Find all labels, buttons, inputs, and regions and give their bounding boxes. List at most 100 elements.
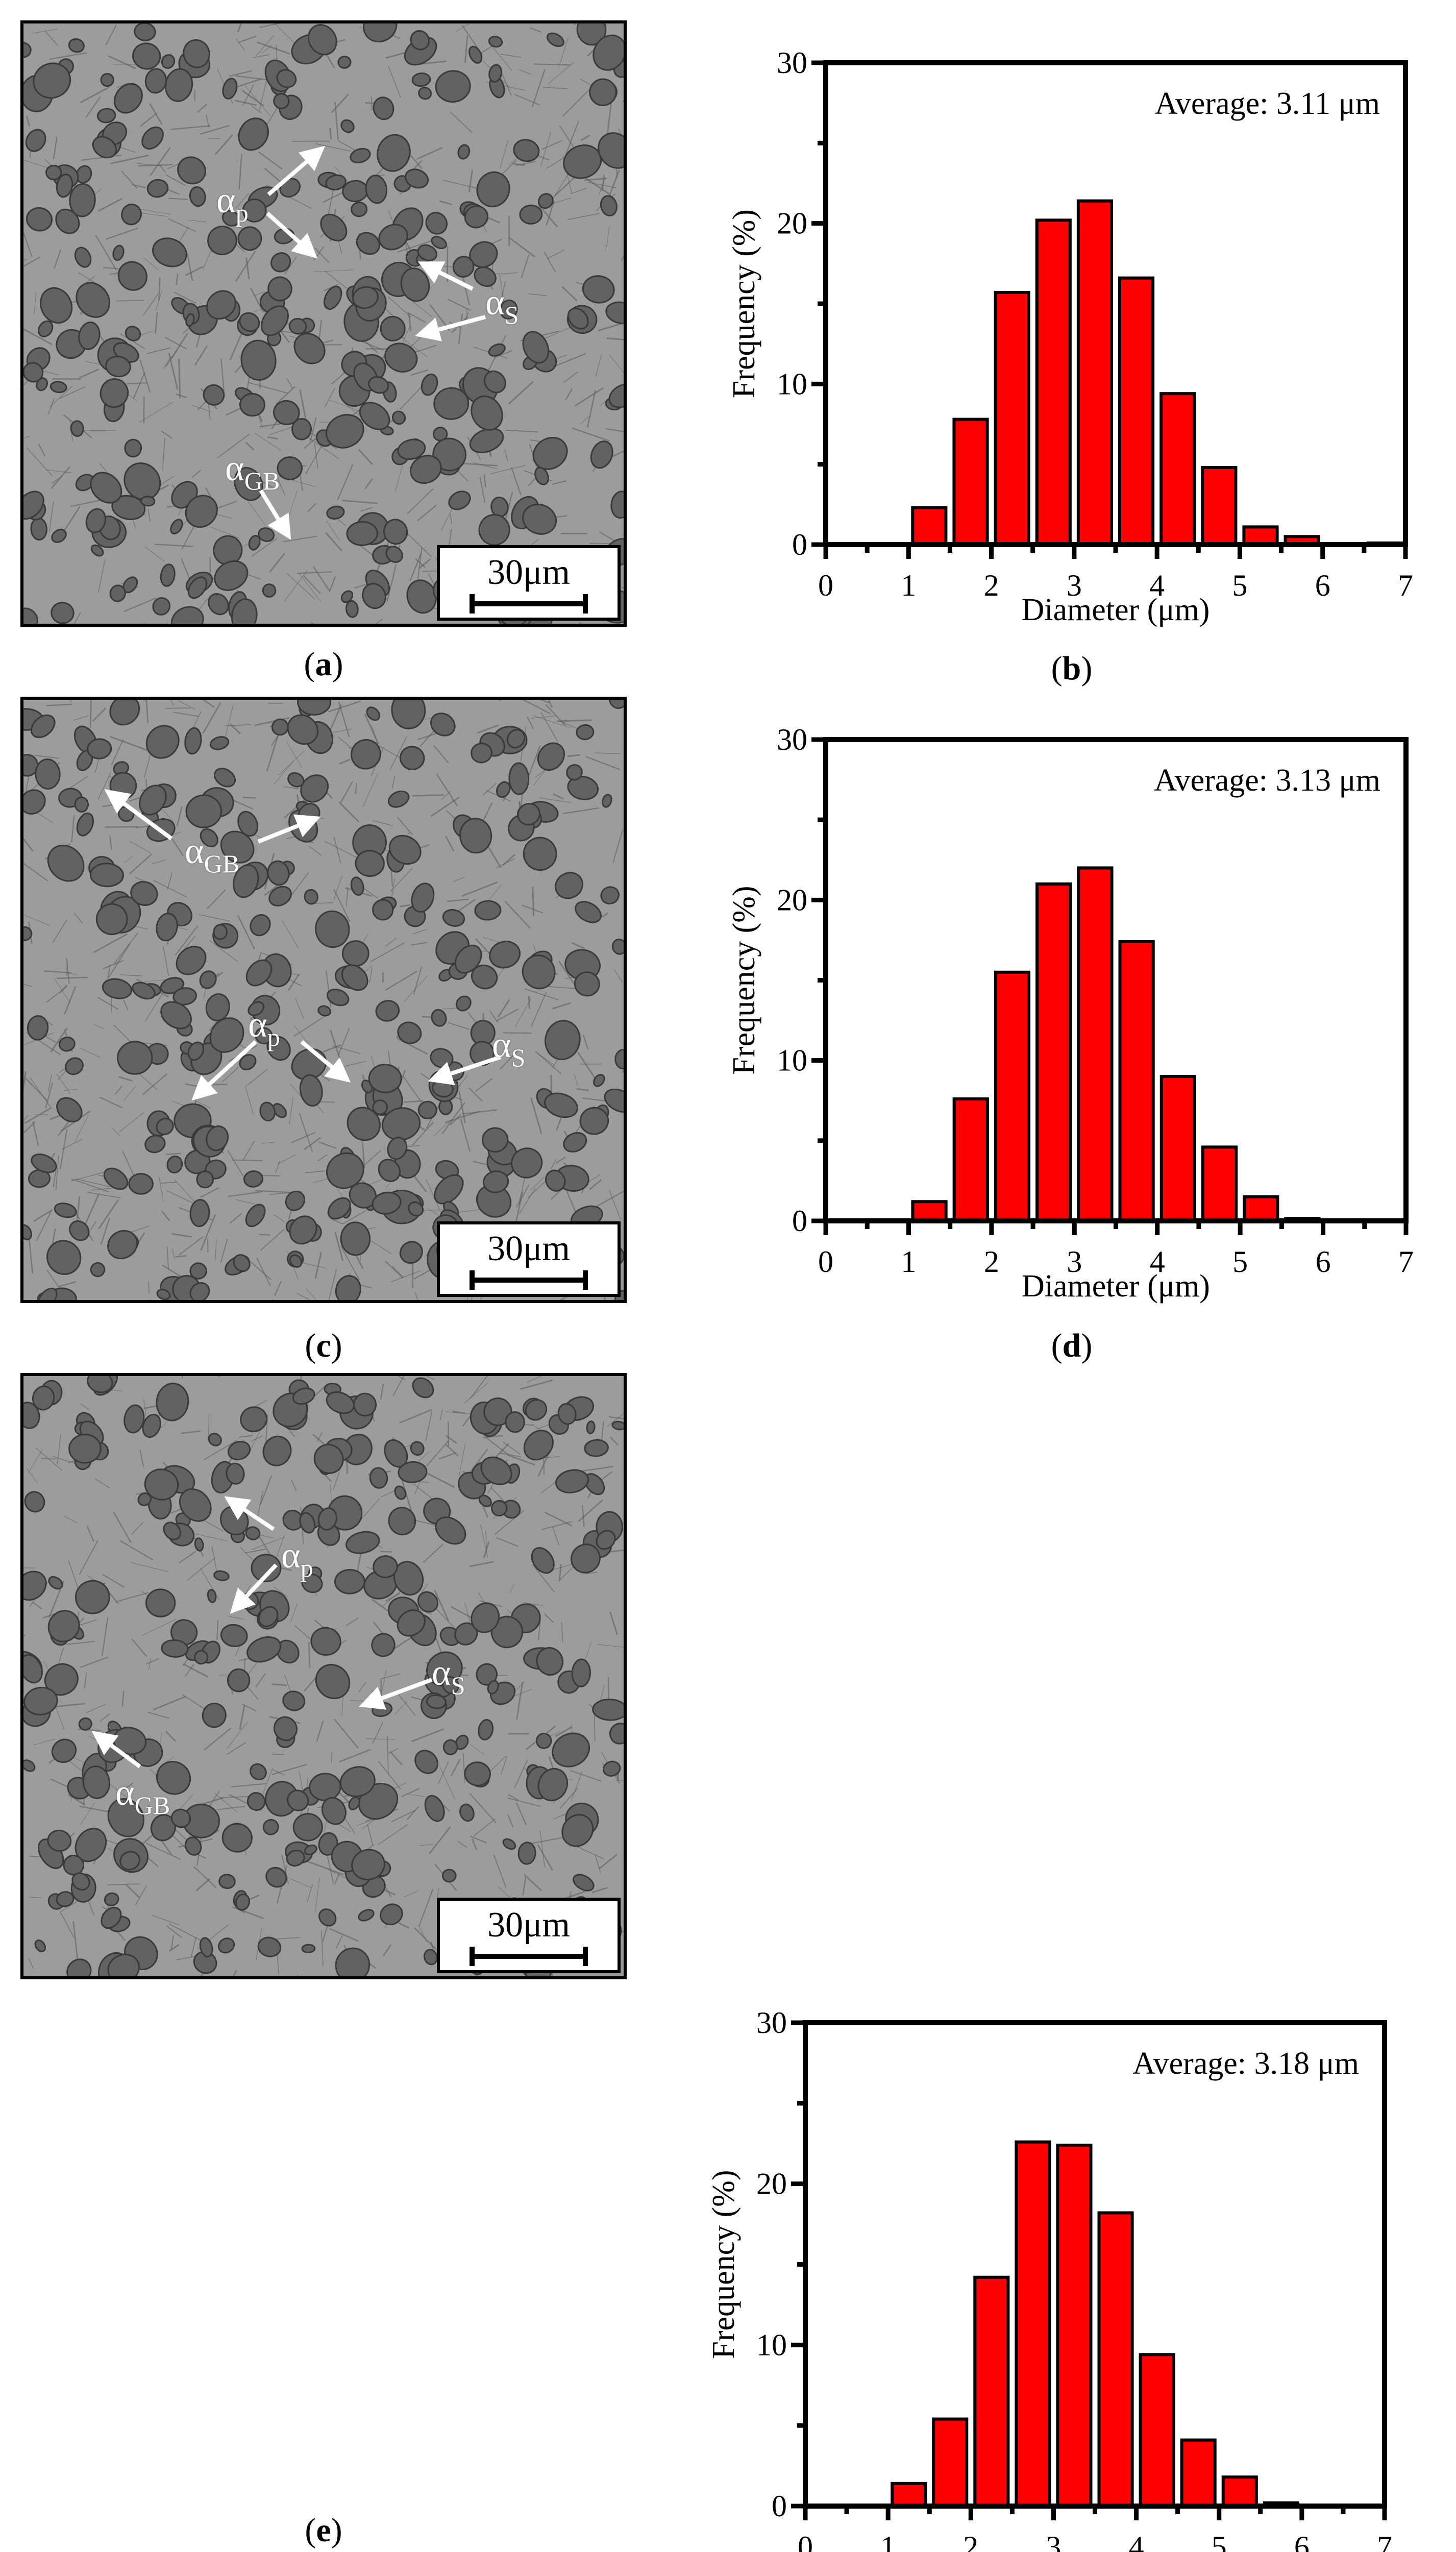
average-annotation: Average: 3.18 μm [1132,2046,1359,2081]
histogram-bar [973,2275,1010,2508]
histogram-bar [1035,882,1072,1222]
x-tick-label: 2 [963,2530,978,2552]
x-tick-label: 1 [901,569,916,602]
histogram-bar [994,970,1031,1222]
histogram-bar [911,1200,948,1223]
y-tick-label: 0 [772,2489,787,2523]
caption-b: (b) [1051,650,1093,687]
caption-e: (e) [305,2512,342,2549]
y-tick-label: 0 [792,1204,807,1238]
histogram-bar [1201,1145,1238,1223]
scale-bar-line [470,1947,588,1966]
histogram-bar [1159,392,1196,546]
x-tick-label: 0 [798,2530,813,2552]
histogram-bar [1139,2353,1175,2508]
x-tick-label: 4 [1129,2530,1144,2552]
x-tick-label: 1 [901,1245,916,1279]
histogram-bar [1076,199,1113,546]
y-axis-title: Frequency (%) [727,886,761,1074]
y-axis-title: Frequency (%) [727,209,761,398]
micrograph-texture [23,23,624,624]
label-alpha-gb: αGB [115,1772,170,1820]
plot-frame [823,60,1408,547]
label-alpha-s: αS [492,1024,526,1072]
micrograph-a: αp αS αGB 30μm [20,20,627,627]
micrograph-texture [23,700,624,1300]
histogram-bar [1243,1195,1279,1222]
histogram-bar [994,290,1030,546]
histogram-bar [1118,940,1155,1222]
scale-bar: 30μm [437,1898,621,1973]
x-tick-label: 3 [1046,2530,1061,2552]
y-tick-label: 20 [777,883,807,917]
y-tick-label: 10 [777,367,807,401]
histogram-b: 0 10 20 30 0 1 2 3 4 5 6 7 Diameter (μm) Frequency (%… [693,42,1426,649]
label-alpha-s: αS [432,1652,465,1700]
histogram-bar [1118,276,1155,546]
histogram-bar [911,506,948,546]
y-axis-title: Frequency (%) [706,2170,741,2359]
micrograph-c: αGB αp αS 30μm [20,697,627,1303]
histogram-bar [1180,2438,1217,2508]
average-annotation: Average: 3.13 μm [1154,763,1380,798]
y-tick-label: 30 [756,2006,787,2040]
y-tick-label: 20 [756,2167,787,2201]
x-tick-label: 5 [1212,2530,1227,2552]
y-tick-label: 10 [777,1044,807,1077]
scale-bar-label: 30μm [487,553,570,592]
plot-frame [803,2020,1387,2509]
scale-bar-label: 30μm [487,1905,570,1945]
micrograph-e: αp αS αGB 30μm [20,1373,627,1979]
x-tick-label: 4 [1150,1245,1165,1279]
x-tick-label: 2 [984,1245,999,1279]
x-tick-label: 7 [1398,569,1413,602]
x-tick-label: 6 [1316,1245,1331,1279]
scale-bar-line [470,594,588,614]
scale-bar-label: 30μm [487,1229,570,1268]
histogram-bar [1077,866,1114,1222]
scale-bar: 30μm [437,1221,621,1297]
histogram-bar [952,418,989,546]
x-tick-label: 5 [1232,569,1247,602]
histogram-bar [1056,2143,1093,2508]
histogram-bar [1201,465,1238,547]
histogram-d: 0 10 20 30 0 1 2 3 4 5 6 7 Diameter (μm) Frequency (%… [693,719,1426,1326]
histogram-bar [1221,2475,1258,2508]
scale-bar-line [470,1270,588,1290]
x-tick-label: 0 [818,1245,833,1279]
label-alpha-s: αS [485,282,519,329]
x-tick-label: 7 [1377,2530,1392,2552]
x-tick-label: 2 [984,569,999,602]
histogram-bar [1035,218,1072,546]
x-tick-label: 6 [1315,569,1330,602]
y-tick-label: 10 [756,2328,787,2362]
label-alpha-gb: αGB [185,830,240,878]
x-tick-label: 7 [1398,1245,1414,1279]
histogram-bar [952,1097,989,1223]
plot-frame [823,737,1409,1223]
average-annotation: Average: 3.11 μm [1155,86,1380,121]
x-tick-label: 5 [1232,1245,1248,1279]
histogram-bar [1242,525,1279,546]
histogram-bar [1015,2140,1051,2508]
histogram-bar [891,2482,927,2508]
x-tick-label: 3 [1067,1245,1082,1279]
label-alpha-p: αp [248,1004,280,1051]
histogram-bar [1159,1075,1196,1222]
micrograph-texture [23,1376,624,1976]
label-alpha-gb: αGB [225,448,280,495]
x-axis-title: Diameter (μm) [1022,1269,1210,1304]
y-tick-label: 30 [777,46,807,80]
x-tick-label: 3 [1067,569,1082,602]
x-axis-title: Diameter (μm) [1022,593,1210,627]
label-alpha-p: αp [216,180,249,227]
x-tick-label: 1 [880,2530,896,2552]
x-tick-label: 4 [1149,569,1165,602]
histogram-bar [1097,2211,1134,2508]
y-tick-label: 30 [777,723,807,756]
caption-a: (a) [304,646,343,683]
caption-d: (d) [1051,1327,1093,1364]
label-alpha-p: αp [281,1535,313,1582]
caption-c: (c) [305,1327,342,1364]
